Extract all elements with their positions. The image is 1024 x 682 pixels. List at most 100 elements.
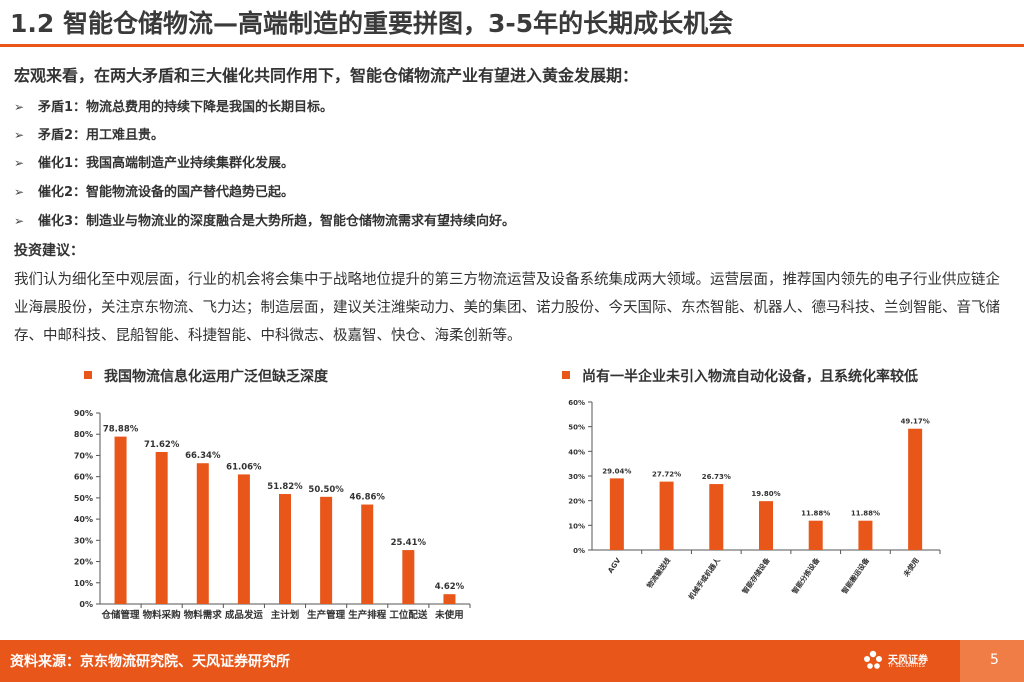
arrow-bullet-icon: ➢ bbox=[14, 214, 25, 228]
x-tick-label: 物料采购 bbox=[143, 609, 182, 621]
data-label: 4.62% bbox=[435, 582, 465, 592]
bar bbox=[659, 481, 674, 550]
bar bbox=[196, 463, 209, 604]
y-tick-label: 60% bbox=[74, 473, 93, 482]
intro-heading: 宏观来看，在两大矛盾和三大催化共同作用下，智能仓储物流产业有望进入黄金发展期： bbox=[14, 66, 639, 85]
bar bbox=[908, 428, 923, 550]
data-label: 26.73% bbox=[702, 473, 731, 481]
chart-2-title-text: 尚有一半企业未引入物流自动化设备，且系统化率较低 bbox=[582, 369, 918, 385]
square-bullet-icon bbox=[84, 371, 92, 379]
y-tick-label: 90% bbox=[74, 409, 93, 418]
bar bbox=[443, 594, 456, 604]
logo-name: 天风证券 bbox=[888, 655, 928, 666]
y-tick-label: 10% bbox=[74, 579, 93, 588]
bar bbox=[759, 501, 773, 550]
x-tick-label: 未使用 bbox=[901, 556, 920, 578]
bullet-text: 催化2：智能物流设备的国产替代趋势已起。 bbox=[38, 185, 295, 200]
y-tick-label: 0% bbox=[573, 547, 585, 555]
y-tick-label: 70% bbox=[74, 451, 93, 460]
arrow-bullet-icon: ➢ bbox=[14, 185, 25, 199]
x-tick-label: 主计划 bbox=[271, 609, 300, 621]
x-tick-label: 生产管理 bbox=[307, 609, 346, 621]
y-tick-label: 20% bbox=[74, 558, 93, 567]
data-label: 27.72% bbox=[652, 471, 681, 479]
chart-2-title: 尚有一半企业未引入物流自动化设备，且系统化率较低 bbox=[562, 366, 918, 386]
bullet-item: ➢ 矛盾2：用工难且贵。 bbox=[14, 124, 164, 143]
bullet-item: ➢ 矛盾1：物流总费用的持续下降是我国的长期目标。 bbox=[14, 96, 333, 115]
bar bbox=[808, 520, 823, 550]
x-tick-label: 智能搬运设备 bbox=[840, 555, 872, 595]
y-tick-label: 20% bbox=[568, 498, 585, 506]
x-tick-label: 智能分拣设备 bbox=[790, 555, 822, 595]
data-label: 11.88% bbox=[851, 510, 880, 518]
bullet-text: 矛盾2：用工难且贵。 bbox=[38, 128, 165, 143]
square-bullet-icon bbox=[562, 371, 570, 379]
x-tick-label: 成品发运 bbox=[225, 609, 264, 621]
x-tick-label: 机械手或机器人 bbox=[686, 555, 722, 601]
investment-paragraph: 我们认为细化至中观层面，行业的机会将会集中于战略地位提升的第三方物流运营及设备系… bbox=[14, 272, 1000, 344]
investment-heading: 投资建议： bbox=[14, 243, 84, 259]
data-label: 61.06% bbox=[226, 462, 262, 472]
data-label: 50.50% bbox=[308, 485, 344, 495]
page-number: 5 bbox=[990, 652, 999, 668]
x-tick-label: 工位配送 bbox=[389, 609, 428, 621]
data-label: 11.88% bbox=[801, 510, 830, 518]
data-label: 29.04% bbox=[602, 467, 631, 475]
bullet-item: ➢ 催化1：我国高端制造产业持续集群化发展。 bbox=[14, 152, 294, 171]
y-tick-label: 50% bbox=[74, 494, 93, 503]
source-note: 资料来源：京东物流研究院、天风证券研究所 bbox=[10, 654, 290, 670]
company-logo: 天风证券 TF SECURITIES bbox=[862, 649, 942, 673]
title-divider bbox=[0, 44, 1024, 47]
y-tick-label: 30% bbox=[568, 473, 585, 481]
bar bbox=[114, 436, 127, 604]
data-label: 51.82% bbox=[267, 482, 303, 492]
y-tick-label: 0% bbox=[79, 600, 93, 609]
data-label: 19.80% bbox=[751, 490, 780, 498]
data-label: 25.41% bbox=[391, 538, 427, 548]
bar bbox=[709, 484, 724, 550]
bullet-text: 矛盾1：物流总费用的持续下降是我国的长期目标。 bbox=[38, 100, 334, 115]
bar bbox=[279, 494, 291, 604]
bullet-item: ➢ 催化3：制造业与物流业的深度融合是大势所趋，智能仓储物流需求有望持续向好。 bbox=[14, 210, 515, 229]
x-tick-label: AGV bbox=[606, 556, 622, 575]
y-tick-label: 50% bbox=[568, 424, 585, 432]
y-tick-label: 40% bbox=[568, 448, 585, 456]
x-tick-label: 仓储管理 bbox=[101, 609, 141, 621]
bar bbox=[155, 452, 168, 604]
x-tick-label: 未使用 bbox=[434, 609, 464, 621]
chart-2-automation-equipment: 0% 10% 20% 30% 40% 50% 60% 29.04% AGV 27.72% 物流输送线… bbox=[568, 399, 941, 601]
bar bbox=[858, 520, 873, 550]
chart-1-title: 我国物流信息化运用广泛但缺乏深度 bbox=[84, 366, 328, 386]
bar bbox=[320, 496, 333, 604]
bar bbox=[609, 478, 624, 550]
y-tick-label: 60% bbox=[568, 399, 585, 407]
x-tick-label: 物料需求 bbox=[184, 609, 223, 621]
bullet-item: ➢ 催化2：智能物流设备的国产替代趋势已起。 bbox=[14, 181, 294, 200]
page-number-box bbox=[960, 640, 1024, 682]
arrow-bullet-icon: ➢ bbox=[14, 156, 25, 170]
bar bbox=[237, 474, 250, 604]
y-tick-label: 80% bbox=[74, 430, 93, 439]
bullet-text: 催化3：制造业与物流业的深度融合是大势所趋，智能仓储物流需求有望持续向好。 bbox=[38, 214, 516, 229]
logo-icon bbox=[864, 650, 882, 669]
bullet-text: 催化1：我国高端制造产业持续集群化发展。 bbox=[38, 156, 295, 171]
footer-bar: 资料来源：京东物流研究院、天风证券研究所 天风证券 TF SECURITIES … bbox=[0, 640, 1024, 682]
arrow-bullet-icon: ➢ bbox=[14, 128, 25, 142]
data-label: 78.88% bbox=[103, 425, 139, 435]
page-title: 1.2 智能仓储物流—高端制造的重要拼图，3-5年的长期成长机会 bbox=[10, 9, 734, 38]
y-tick-label: 10% bbox=[568, 522, 585, 530]
y-tick-label: 40% bbox=[74, 515, 93, 524]
data-label: 71.62% bbox=[144, 440, 180, 450]
chart-1-title-text: 我国物流信息化运用广泛但缺乏深度 bbox=[104, 369, 328, 385]
data-label: 66.34% bbox=[185, 451, 221, 461]
x-tick-label: 生产排程 bbox=[348, 609, 387, 621]
bar bbox=[402, 550, 415, 604]
logo-subtitle: TF SECURITIES bbox=[888, 663, 925, 669]
x-tick-label: 物流输送线 bbox=[645, 556, 672, 590]
x-tick-label: 智能存储设备 bbox=[740, 555, 772, 595]
data-label: 49.17% bbox=[901, 418, 930, 426]
chart-1-logistics-informatization: 0% 10% 20% 30% 40% 50% 60% 70% 80% 90% 78.88% 仓储管理 7… bbox=[74, 409, 471, 621]
y-tick-label: 30% bbox=[74, 536, 93, 545]
arrow-bullet-icon: ➢ bbox=[14, 100, 25, 114]
bar bbox=[361, 504, 374, 604]
